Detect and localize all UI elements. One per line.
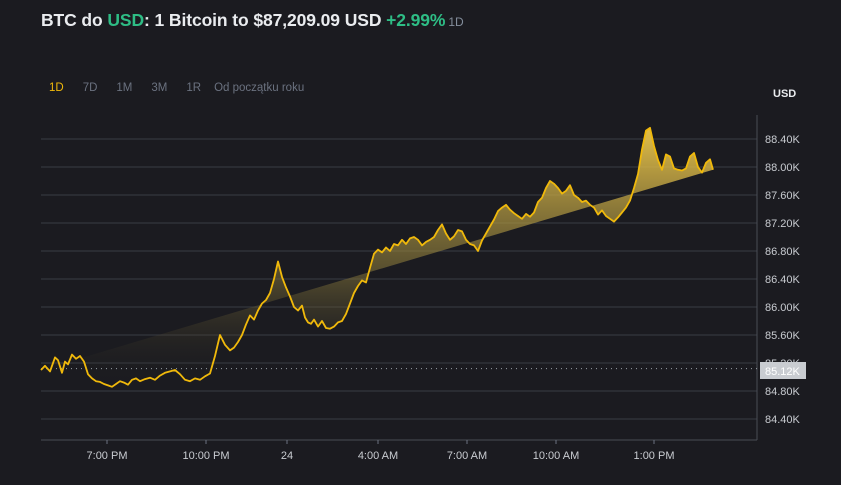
- y-tick-label: 84.80K: [765, 386, 801, 398]
- x-tick-label: 7:00 PM: [87, 450, 128, 462]
- x-tick-label: 10:00 AM: [533, 450, 579, 462]
- y-tick-label: 87.60K: [765, 190, 801, 202]
- price-line: [40, 126, 714, 388]
- change-percent: +2.99%: [386, 10, 446, 30]
- tab-1d[interactable]: 1D: [49, 82, 64, 94]
- x-tick-label: 24: [281, 450, 293, 462]
- current-price-badge: 85.12K: [760, 362, 806, 379]
- y-tick-label: 87.20K: [765, 218, 801, 230]
- page-title: BTC do USD: 1 Bitcoin to $87,209.09 USD …: [41, 10, 464, 31]
- y-tick-label: 85.60K: [765, 330, 801, 342]
- svg-text:85.12K: 85.12K: [765, 366, 801, 378]
- x-tick-label: 7:00 AM: [447, 450, 487, 462]
- y-tick-label: 88.00K: [765, 162, 801, 174]
- tab-1m[interactable]: 1M: [116, 82, 133, 94]
- y-axis-ticks: 88.40K 88.00K 87.60K 87.20K 86.80K 86.40K 86.0…: [765, 134, 801, 426]
- pair-quote-link[interactable]: USD: [107, 10, 145, 30]
- axis-currency-label: USD: [773, 88, 797, 100]
- y-tick-label: 86.00K: [765, 302, 801, 314]
- pair-base: BTC do: [41, 10, 108, 30]
- y-tick-label: 88.40K: [765, 134, 801, 146]
- x-tick-label: 10:00 PM: [182, 450, 229, 462]
- x-tick-label: 1:00 PM: [634, 450, 675, 462]
- price-text: : 1 Bitcoin to $87,209.09 USD: [144, 10, 387, 30]
- x-tick-label: 4:00 AM: [358, 450, 398, 462]
- time-range-tabs: 1D 7D 1M 3M 1R Od początku roku: [49, 82, 304, 94]
- y-tick-label: 86.80K: [765, 246, 801, 258]
- x-axis-ticks: 7:00 PM 10:00 PM 24 4:00 AM 7:00 AM 10:00 AM 1…: [87, 440, 675, 462]
- y-tick-label: 84.40K: [765, 414, 801, 426]
- tab-ytd[interactable]: Od początku roku: [214, 82, 305, 94]
- period-label: 1D: [448, 15, 464, 29]
- tab-1r[interactable]: 1R: [186, 82, 202, 94]
- tab-7d[interactable]: 7D: [82, 82, 98, 94]
- tab-3m[interactable]: 3M: [151, 82, 168, 94]
- y-tick-label: 86.40K: [765, 274, 801, 286]
